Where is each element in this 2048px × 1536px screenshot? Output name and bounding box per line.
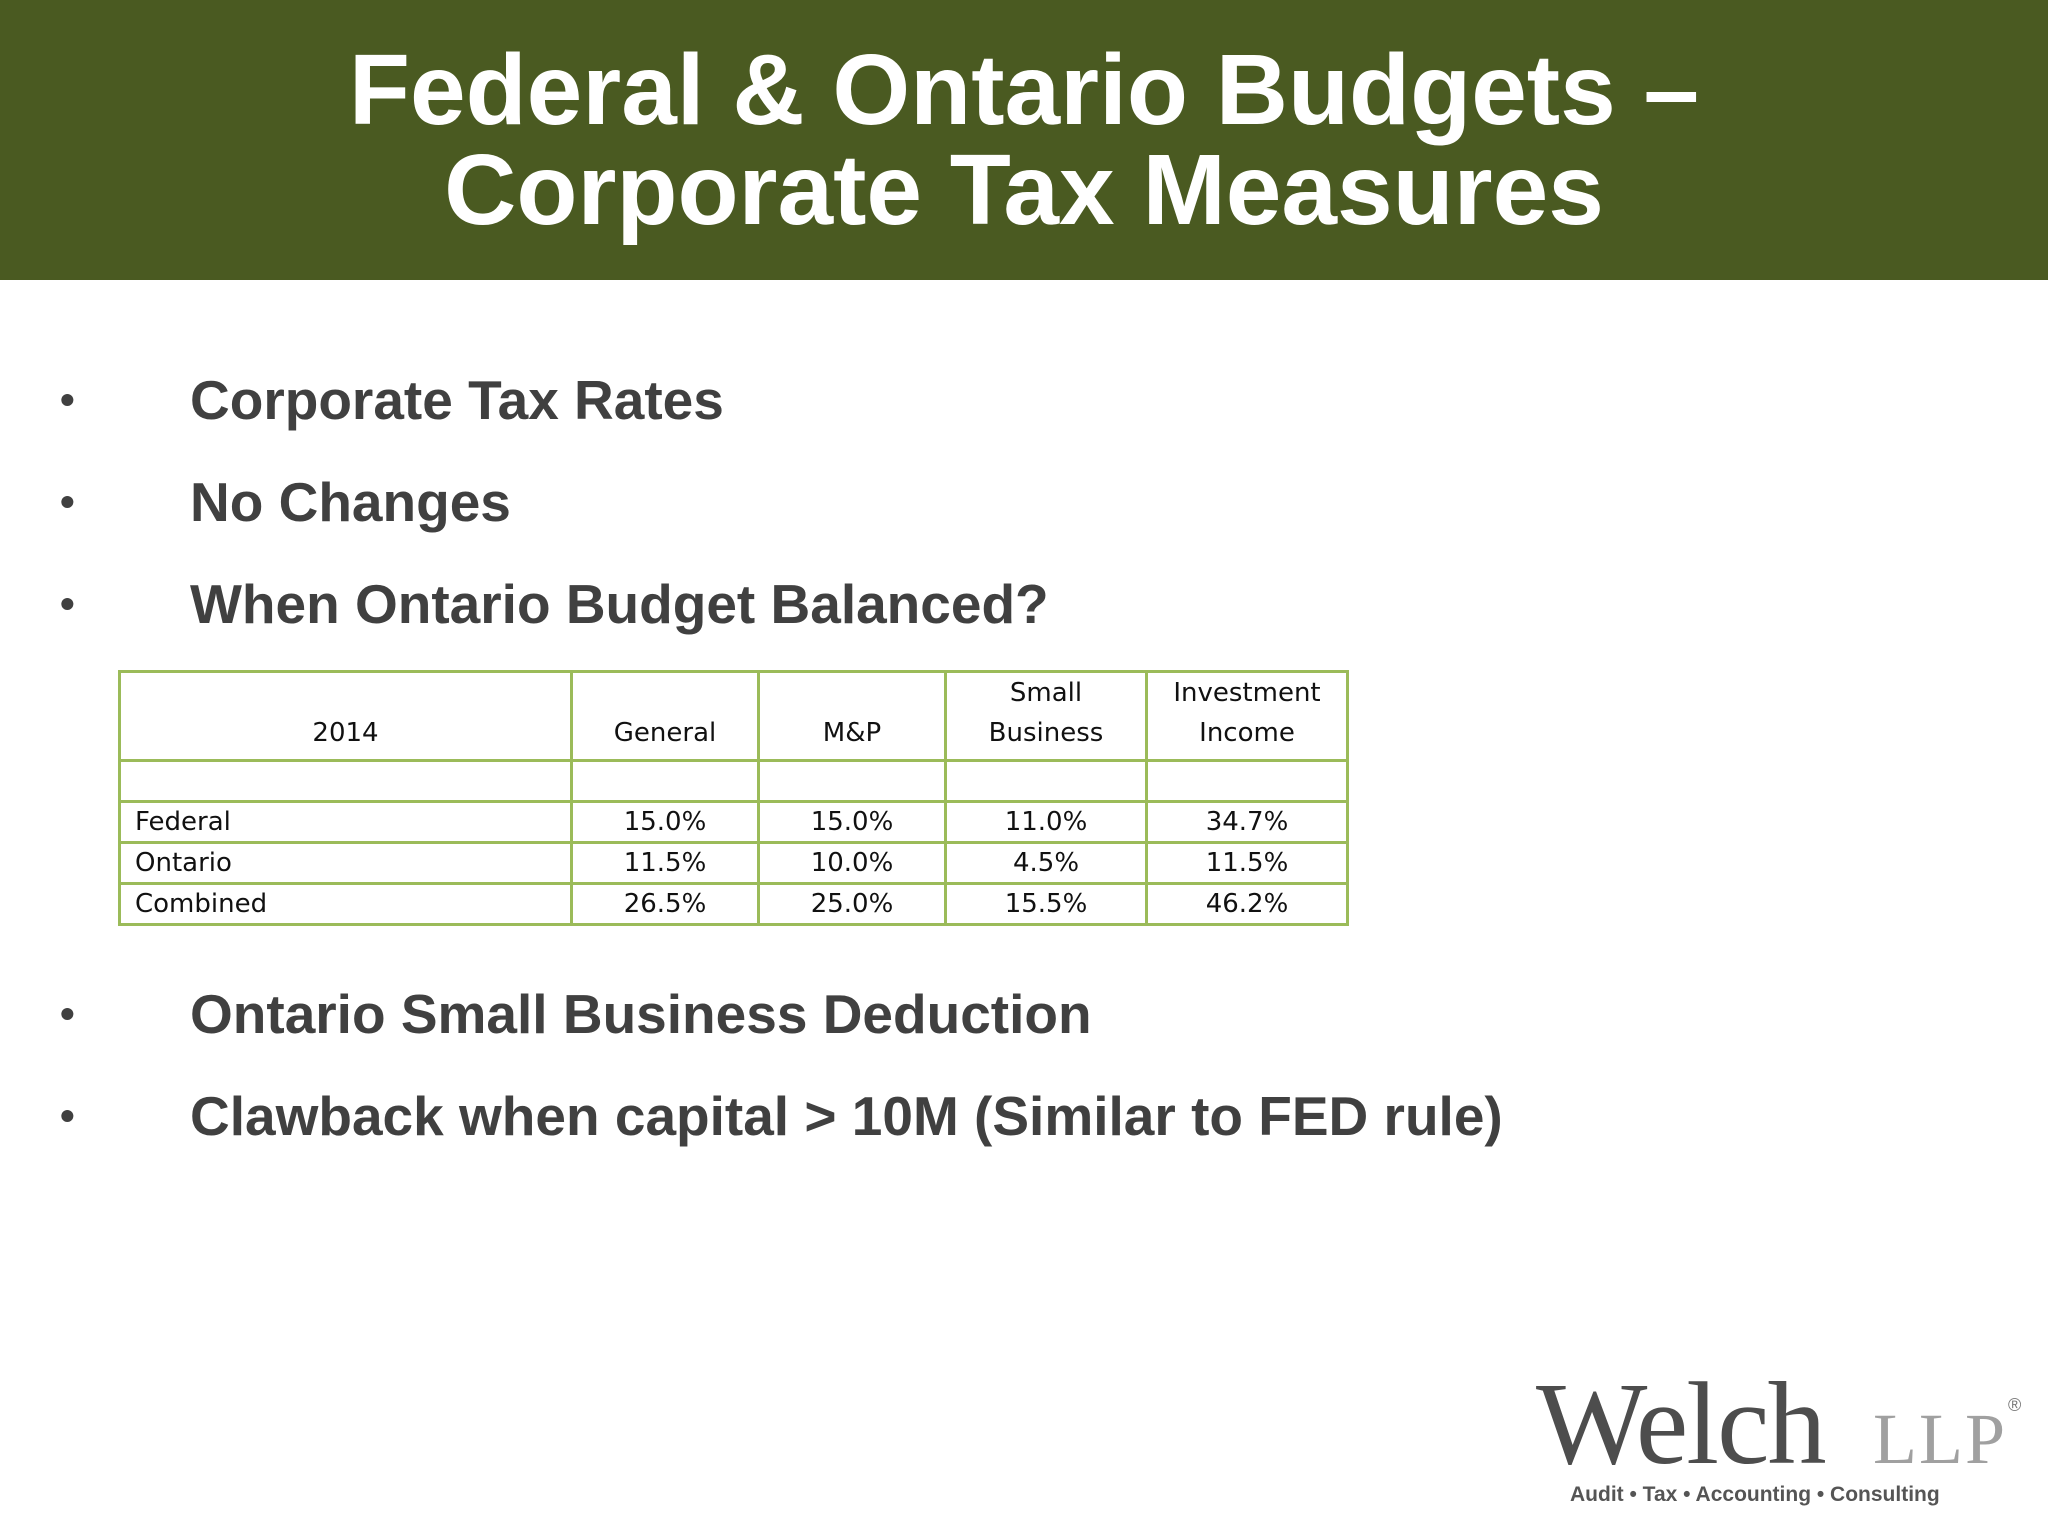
bullet-item: • Clawback when capital > 10M (Similar t…: [0, 1076, 2048, 1156]
bullet-marker: •: [60, 478, 75, 525]
table-header-row: 2014 General M&P Small Business Investme…: [118, 670, 1349, 762]
tax-rates-table: 2014 General M&P Small Business Investme…: [118, 670, 1349, 926]
logo-wordmark: Welch: [1536, 1358, 1826, 1489]
header-investment-income: Investment Income: [1145, 670, 1349, 762]
table-row: Combined 26.5% 25.0% 15.5% 46.2%: [118, 882, 1349, 926]
table-cell: 11.5%: [1145, 841, 1349, 885]
table-row: [118, 759, 1349, 803]
table-row: Ontario 11.5% 10.0% 4.5% 11.5%: [118, 841, 1349, 885]
bullet-text: No Changes: [190, 471, 511, 533]
welch-llp-logo: Welch LLP ® Audit • Tax • Accounting • C…: [1530, 1365, 2040, 1525]
header-mp: M&P: [757, 670, 947, 762]
bullet-item: • Corporate Tax Rates: [0, 360, 2048, 440]
table-cell: [570, 759, 760, 803]
title-bar: Federal & Ontario Budgets – Corporate Ta…: [0, 0, 2048, 280]
row-label: [118, 759, 573, 803]
bullet-marker: •: [60, 376, 75, 423]
table-cell: 11.5%: [570, 841, 760, 885]
table-cell: 4.5%: [944, 841, 1148, 885]
bullet-marker: •: [60, 580, 75, 627]
table-cell: 34.7%: [1145, 800, 1349, 844]
table-cell: [757, 759, 947, 803]
header-year: 2014: [118, 670, 573, 762]
bullet-item: • No Changes: [0, 462, 2048, 542]
row-label: Combined: [118, 882, 573, 926]
bullet-text: Ontario Small Business Deduction: [190, 983, 1092, 1045]
table-cell: [1145, 759, 1349, 803]
table-row: Federal 15.0% 15.0% 11.0% 34.7%: [118, 800, 1349, 844]
table-cell: 15.5%: [944, 882, 1148, 926]
header-small-business: Small Business: [944, 670, 1148, 762]
row-label: Ontario: [118, 841, 573, 885]
slide-title-line-2: Corporate Tax Measures: [444, 134, 1604, 246]
table-cell: 10.0%: [757, 841, 947, 885]
bullet-text: Corporate Tax Rates: [190, 369, 724, 431]
row-label: Federal: [118, 800, 573, 844]
slide-title-line-1: Federal & Ontario Budgets –: [348, 34, 1700, 146]
bullet-text: When Ontario Budget Balanced?: [190, 573, 1049, 635]
registered-mark: ®: [2008, 1395, 2022, 1415]
bullet-text: Clawback when capital > 10M (Similar to …: [190, 1085, 1503, 1147]
bullet-item: • When Ontario Budget Balanced?: [0, 564, 2048, 644]
table-cell: 25.0%: [757, 882, 947, 926]
header-general: General: [570, 670, 760, 762]
table-cell: 46.2%: [1145, 882, 1349, 926]
table-cell: 11.0%: [944, 800, 1148, 844]
logo-tagline: Audit • Tax • Accounting • Consulting: [1570, 1483, 1940, 1506]
logo-suffix: LLP: [1873, 1399, 2008, 1479]
table-cell: 26.5%: [570, 882, 760, 926]
bullet-marker: •: [60, 1092, 75, 1139]
table-cell: 15.0%: [757, 800, 947, 844]
bullet-marker: •: [60, 990, 75, 1037]
table-cell: 15.0%: [570, 800, 760, 844]
table-cell: [944, 759, 1148, 803]
bullet-item: • Ontario Small Business Deduction: [0, 974, 2048, 1054]
